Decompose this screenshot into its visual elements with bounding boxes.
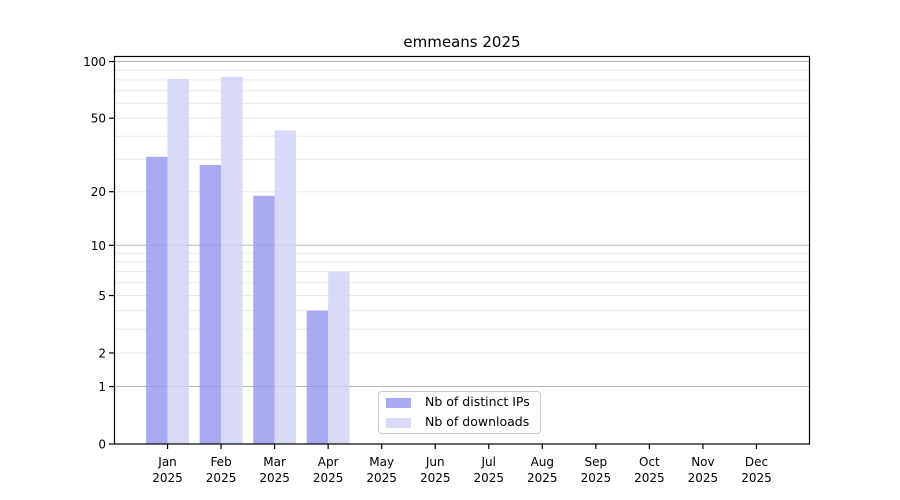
bar-nb-of-distinct-ips-apr [306, 310, 329, 444]
x-axis-year-label: 2025 [259, 471, 290, 485]
bar-nb-of-downloads-mar [274, 130, 297, 445]
x-axis-month-label: Dec [745, 455, 768, 469]
x-axis-year-label: 2025 [581, 471, 612, 485]
x-axis-month-label: Aug [531, 455, 554, 469]
plot-border [113, 55, 811, 445]
x-axis-month-label: Jun [425, 455, 445, 469]
legend-label-downloads: Nb of downloads [425, 414, 530, 430]
y-axis-tick-label: 10 [91, 239, 106, 253]
y-axis-tick-label: 50 [91, 112, 106, 126]
x-axis-year-label: 2025 [473, 471, 504, 485]
bar-nb-of-distinct-ips-jan [146, 156, 168, 445]
legend-row-distinct-ips: Nb of distinct IPs [386, 394, 540, 411]
x-axis-year-label: 2025 [206, 471, 237, 485]
x-axis-month-label: Mar [263, 455, 286, 469]
y-axis-tick-label: 5 [98, 289, 106, 303]
y-axis-tick-label: 1 [98, 380, 106, 394]
x-axis-year-label: 2025 [634, 471, 665, 485]
y-axis-tick-label: 100 [83, 55, 106, 69]
x-axis-month-label: Oct [639, 455, 660, 469]
chart-title: emmeans 2025 [403, 33, 521, 51]
x-axis-month-label: Apr [318, 455, 339, 469]
bar-nb-of-downloads-jan [167, 78, 189, 444]
y-axis-tick-label: 20 [91, 185, 106, 199]
x-axis-month-label: Jul [481, 455, 496, 469]
x-axis-year-label: 2025 [152, 471, 183, 485]
legend-label-distinct-ips: Nb of distinct IPs [425, 394, 530, 410]
x-axis-month-label: Feb [210, 455, 231, 469]
bar-nb-of-distinct-ips-feb [199, 164, 222, 444]
x-axis-month-label: Sep [585, 455, 608, 469]
legend-row-downloads: Nb of downloads [386, 414, 540, 431]
bar-nb-of-distinct-ips-mar [253, 195, 275, 444]
legend: Nb of distinct IPs Nb of downloads [378, 391, 541, 434]
x-axis-year-label: 2025 [420, 471, 451, 485]
x-axis-year-label: 2025 [366, 471, 397, 485]
x-axis-year-label: 2025 [741, 471, 772, 485]
x-axis-month-label: Jan [157, 455, 177, 469]
legend-swatch-downloads [386, 417, 411, 428]
bar-nb-of-downloads-feb [221, 76, 243, 444]
x-axis-year-label: 2025 [688, 471, 719, 485]
x-axis-month-label: Nov [691, 455, 714, 469]
bar-nb-of-downloads-apr [328, 271, 350, 444]
legend-swatch-distinct-ips [386, 397, 411, 408]
x-axis-month-label: May [369, 455, 394, 469]
x-axis-year-label: 2025 [313, 471, 344, 485]
y-axis-tick-label: 0 [98, 438, 106, 452]
x-axis-year-label: 2025 [527, 471, 558, 485]
y-axis-tick-label: 2 [98, 346, 106, 360]
